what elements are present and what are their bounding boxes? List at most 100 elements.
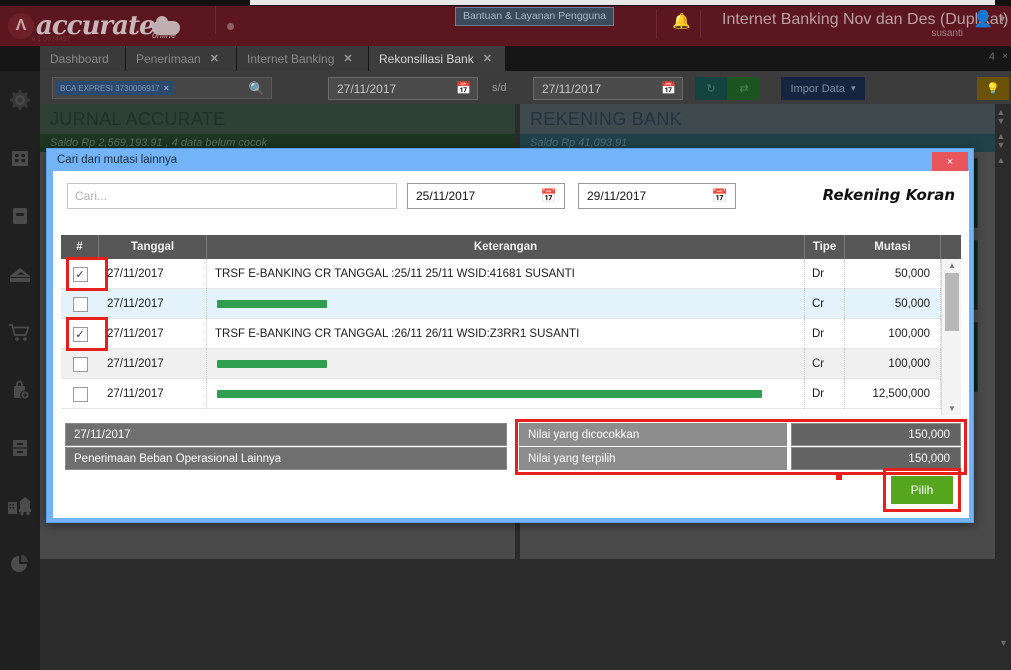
sidebar-item-settings[interactable] — [0, 71, 40, 129]
row-checkbox[interactable] — [72, 296, 88, 312]
scroll-up-icon-2[interactable]: ▲ — [996, 131, 1006, 141]
row-select-cell[interactable] — [61, 289, 99, 319]
brand-subtitle: online — [152, 30, 177, 40]
sidebar-item-purchase[interactable] — [0, 303, 40, 361]
date-to-value: 27/11/2017 — [542, 81, 602, 96]
pie-chart-icon — [11, 555, 28, 572]
table-row[interactable]: 27/11/2017 TRSF E-BANKING CR 27/11 /FT00… — [61, 379, 961, 409]
toolbar-date-from[interactable]: 27/11/2017 📅 — [328, 77, 478, 100]
cell-tanggal: 27/11/2017 — [99, 259, 207, 289]
table-scrollbar[interactable]: ▲ ▼ — [941, 259, 961, 415]
page-toolbar: BCA EXPRESI 3730006917 × 🔍 27/11/2017 📅 … — [40, 71, 1011, 104]
account-search-input[interactable]: BCA EXPRESI 3730006917 × 🔍 — [52, 77, 272, 99]
table-header-row: # Tanggal Keterangan Tipe Mutasi — [61, 235, 961, 259]
scroll-down-icon-bottom[interactable]: ▼ — [999, 638, 1008, 648]
footer-account-field[interactable]: Penerimaan Beban Operasional Lainnya — [65, 447, 507, 470]
date-from-value: 27/11/2017 — [337, 81, 397, 96]
calendar-icon[interactable]: 📅 — [661, 81, 676, 95]
scrollbar-thumb[interactable] — [944, 273, 959, 331]
modal-date-from[interactable]: 25/11/2017 📅 — [407, 183, 565, 209]
row-checkbox[interactable]: ✓ — [72, 326, 88, 342]
modal-search-placeholder: Cari... — [75, 189, 108, 203]
help-tooltip: Bantuan & Layanan Pengguna — [455, 7, 615, 26]
left-sidebar — [0, 71, 40, 670]
import-data-label: Impor Data — [790, 82, 845, 95]
tab-strip: Dashboard Penerimaan ✕ Internet Banking … — [0, 46, 1011, 71]
column-header-select[interactable]: # — [61, 235, 99, 259]
column-header-tipe[interactable]: Tipe — [805, 235, 845, 259]
column-header-keterangan[interactable]: Keterangan — [207, 235, 805, 259]
cell-tipe: Dr — [805, 319, 845, 349]
notification-bell-icon[interactable]: 🔔 — [672, 13, 691, 30]
sidebar-item-company[interactable] — [0, 129, 40, 187]
sidebar-item-assets[interactable] — [0, 477, 40, 535]
redaction-mark — [217, 390, 762, 398]
tab-label: Penerimaan — [136, 51, 201, 66]
transfer-button[interactable]: ⇄ — [728, 77, 760, 100]
column-header-mutasi[interactable]: Mutasi — [845, 235, 941, 259]
brand-logo[interactable]: Λ accurate online v 1.0074457 — [0, 6, 215, 46]
table-row[interactable]: 27/11/2017 TARIKAN ATM 26/11 Cr 100,000 — [61, 349, 961, 379]
refresh-button[interactable]: ↻ — [695, 77, 727, 100]
row-checkbox[interactable] — [72, 386, 88, 402]
window-top-strip-light — [250, 0, 995, 5]
tab-penerimaan[interactable]: Penerimaan ✕ — [126, 46, 236, 71]
row-select-cell[interactable] — [61, 349, 99, 379]
calendar-icon[interactable]: 📅 — [711, 188, 728, 203]
user-avatar-icon[interactable]: 👤 — [973, 11, 993, 28]
scroll-up-icon[interactable]: ▲ — [996, 107, 1006, 117]
row-select-cell[interactable]: ✓ — [61, 317, 108, 351]
modal-date-to[interactable]: 29/11/2017 📅 — [578, 183, 736, 209]
tab-internet-banking[interactable]: Internet Banking ✕ — [237, 46, 368, 71]
row-select-cell[interactable] — [61, 379, 99, 409]
sidebar-item-book[interactable] — [0, 187, 40, 245]
import-data-button[interactable]: Impor Data ▾ — [781, 77, 865, 100]
page-scroll-arrows[interactable]: ▲ ▼ ▲ ▼ ▲ — [994, 108, 1008, 165]
toolbar-date-to[interactable]: 27/11/2017 📅 — [533, 77, 683, 100]
account-chip-close-icon[interactable]: × — [163, 83, 169, 93]
column-header-tanggal[interactable]: Tanggal — [99, 235, 207, 259]
tab-close-icon[interactable]: ✕ — [209, 53, 219, 65]
scroll-down-icon-2[interactable]: ▼ — [996, 140, 1006, 150]
column-header-spacer — [941, 235, 961, 259]
chevron-down-icon[interactable]: ▾ — [999, 14, 1005, 25]
calendar-icon[interactable]: 📅 — [540, 188, 557, 203]
hint-button[interactable]: 💡 — [977, 77, 1009, 100]
row-select-cell[interactable]: ✓ — [61, 257, 108, 291]
modal-date-from-value: 25/11/2017 — [416, 189, 476, 203]
tab-overflow-close-icon[interactable]: × — [1002, 51, 1008, 62]
tab-close-icon[interactable]: ✕ — [343, 53, 353, 65]
building-truck-icon — [8, 497, 31, 516]
scroll-up-icon-3[interactable]: ▲ — [996, 155, 1006, 165]
table-row[interactable]: ✓ 27/11/2017 TRSF E-BANKING CR TANGGAL :… — [61, 257, 961, 291]
scroll-up-icon[interactable]: ▲ — [948, 261, 956, 270]
footer-date-field[interactable]: 27/11/2017 — [65, 423, 507, 446]
sidebar-item-archive[interactable] — [0, 419, 40, 477]
tab-dashboard[interactable]: Dashboard — [40, 46, 125, 71]
table-row[interactable]: 27/11/2017 TARIKAN ATM 25/11 Cr 50,000 — [61, 289, 961, 319]
header-divider-2 — [656, 10, 657, 38]
scroll-down-icon[interactable]: ▼ — [996, 116, 1006, 126]
header-divider-1 — [215, 6, 216, 34]
modal-close-button[interactable]: × — [932, 152, 968, 171]
account-chip[interactable]: BCA EXPRESI 3730006917 × — [56, 81, 173, 95]
scroll-down-icon[interactable]: ▼ — [948, 404, 956, 413]
cell-mutasi: 100,000 — [845, 319, 941, 349]
cell-tanggal: 27/11/2017 — [99, 289, 207, 319]
sidebar-item-inventory[interactable] — [0, 361, 40, 419]
search-icon[interactable]: 🔍 — [248, 81, 265, 96]
cloud-icon — [151, 16, 180, 35]
tab-close-icon[interactable]: ✕ — [482, 53, 492, 65]
modal-search-input[interactable]: Cari... — [67, 183, 397, 209]
row-checkbox[interactable]: ✓ — [72, 266, 88, 282]
row-checkbox[interactable] — [72, 356, 88, 372]
sidebar-item-cash[interactable] — [0, 245, 40, 303]
sidebar-item-reports[interactable] — [0, 535, 40, 593]
tab-rekonsiliasi-bank[interactable]: Rekonsiliasi Bank ✕ — [369, 46, 505, 71]
calendar-icon[interactable]: 📅 — [456, 81, 471, 95]
table-row[interactable]: ✓ 27/11/2017 TRSF E-BANKING CR TANGGAL :… — [61, 317, 961, 351]
confirm-select-button[interactable]: Pilih — [891, 476, 953, 504]
bag-plus-icon — [14, 380, 30, 400]
chevron-down-icon: ▾ — [850, 83, 856, 93]
